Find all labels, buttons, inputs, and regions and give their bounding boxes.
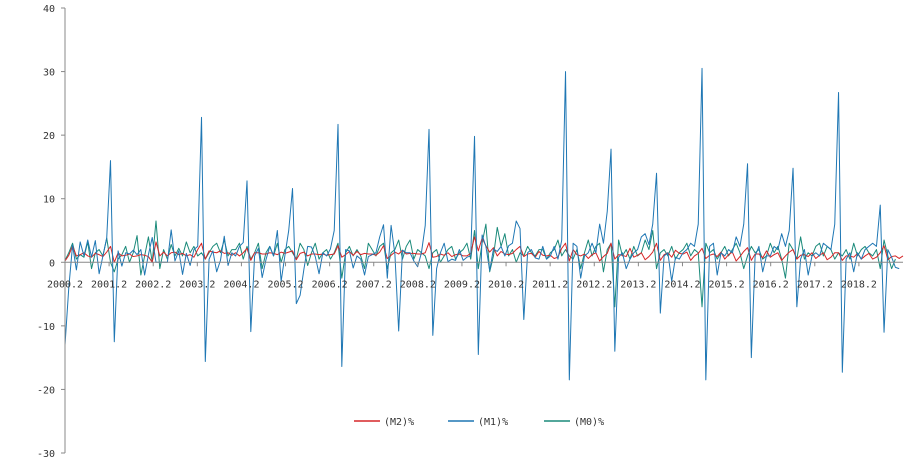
- y-tick-label: 10: [43, 195, 55, 206]
- x-tick-label: 2014.2: [664, 279, 700, 290]
- y-tick-label: 20: [43, 131, 55, 142]
- legend: (M2)% (M1)% (M0)%: [354, 417, 604, 428]
- x-tick-label: 2017.2: [797, 279, 833, 290]
- y-tick-label: -20: [37, 385, 55, 396]
- x-tick-label: 2013.2: [620, 279, 656, 290]
- x-tick-label: 2005.2: [267, 279, 303, 290]
- y-tick-label: -30: [37, 449, 55, 460]
- x-tick-label: 2015.2: [709, 279, 745, 290]
- legend-label: (M1)%: [478, 417, 508, 428]
- x-tick-label: 2008.2: [400, 279, 436, 290]
- x-tick-label: 2018.2: [841, 279, 877, 290]
- x-tick-label: 2011.2: [532, 279, 568, 290]
- series-line-m1: [64, 67, 900, 381]
- x-tick-label: 2004.2: [223, 279, 259, 290]
- legend-label: (M0)%: [574, 417, 604, 428]
- x-tick-label: 2006.2: [312, 279, 348, 290]
- x-tick-label: 2002.2: [135, 279, 171, 290]
- x-tick-label: 2010.2: [488, 279, 524, 290]
- x-tick-label: 2007.2: [356, 279, 392, 290]
- x-tick-label: 2009.2: [444, 279, 480, 290]
- y-axis-ticks: -30 -20 -10 0 10 20 30 40: [37, 4, 65, 460]
- y-tick-label: 40: [43, 4, 55, 15]
- y-tick-label: -10: [37, 322, 55, 333]
- y-tick-label: 30: [43, 68, 55, 79]
- y-tick-label: 0: [49, 258, 55, 269]
- x-tick-label: 2016.2: [753, 279, 789, 290]
- legend-label: (M2)%: [384, 417, 414, 428]
- x-tick-label: 2001.2: [91, 279, 127, 290]
- x-tick-label: 2012.2: [576, 279, 612, 290]
- x-tick-label: 2000.2: [47, 279, 83, 290]
- series-lines: [64, 67, 904, 381]
- x-axis-ticks: 2000.2 2001.2 2002.2 2003.2 2004.2 2005.2 2006…: [47, 262, 877, 290]
- x-tick-label: 2003.2: [179, 279, 215, 290]
